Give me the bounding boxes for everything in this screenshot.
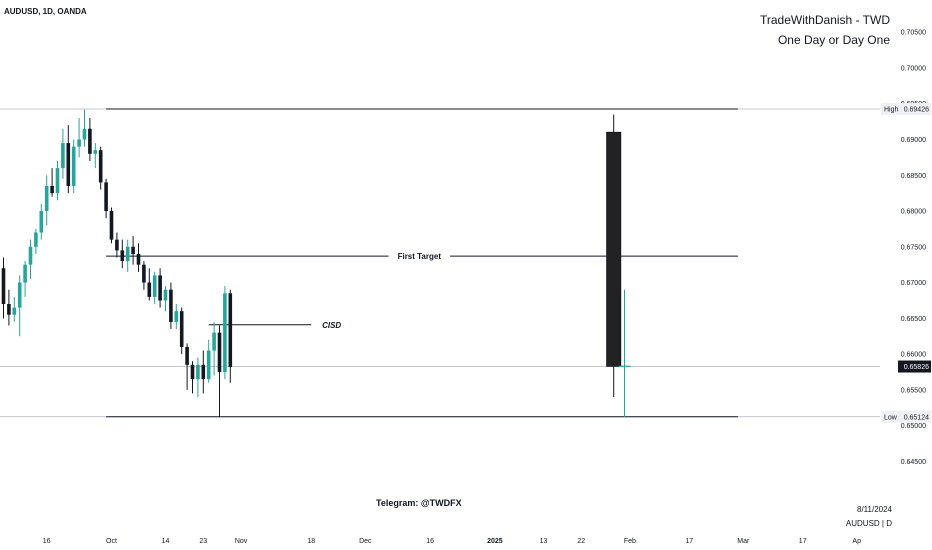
candle-body [39,211,44,233]
y-tick-label: 0.65500 [901,387,926,394]
candle-body [185,346,189,365]
y-tick-label: 0.66500 [901,316,926,323]
candle-body [223,293,227,372]
candle-body [179,311,184,347]
x-tick-label: 23 [199,538,207,545]
candle-body [120,250,125,262]
current-price-tag [898,360,931,373]
projection-body-0 [606,131,622,367]
candle-body [28,246,33,265]
candle-body [147,282,152,297]
candle-body [142,264,146,283]
candle-body [50,185,54,194]
price-tag-prefix: Low [884,414,898,421]
y-tick-label: 0.68500 [901,173,926,180]
candle-body [136,253,141,265]
candle-body [217,332,222,372]
y-tick-label: 0.65000 [901,423,926,430]
candle-body [174,311,179,322]
current-price-value: 0.65826 [904,364,929,371]
annotation-cisd: CISD [322,321,341,330]
candle-body [55,168,60,194]
candle-body [163,289,168,301]
y-tick-label: 0.70500 [901,30,926,37]
x-tick-label: Ap [852,538,861,545]
x-tick-label: Dec [359,538,372,545]
candle-body [71,146,76,186]
candle-body [88,128,92,154]
candle-body [12,307,17,315]
candle-body [66,143,71,186]
x-tick-label: 17 [799,538,807,545]
price-tag-high [881,103,931,116]
candle-body [1,268,6,305]
candle-body [109,211,114,240]
candle-body [152,275,157,297]
candle-body [98,150,103,183]
candle-body [228,293,233,367]
x-tick-label: Mar [737,538,750,545]
candle-body [23,264,27,283]
candle-body [125,246,130,262]
x-tick-label: 18 [307,538,315,545]
annotation-first-target: First Target [398,252,442,261]
telegram-label: Telegram: @TWDFX [376,498,462,508]
candle-body [17,282,22,308]
candle-body [158,275,162,301]
x-tick-label: 16 [43,538,51,545]
brand-block: TradeWithDanish - TWD One Day or Day One [760,10,890,50]
candle-body [61,143,65,169]
brand-subtitle: One Day or Day One [777,33,890,47]
candle-body [115,239,119,251]
candle-body [93,150,98,154]
price-tag-value: 0.69426 [904,107,929,114]
candle-body [196,364,200,380]
y-tick-label: 0.70000 [901,65,926,72]
y-tick-label: 0.68000 [901,209,926,216]
date-label: 8/11/2024 [857,505,892,514]
y-tick-label: 0.67000 [901,280,926,287]
x-tick-label: 14 [162,538,170,545]
x-tick-label: Nov [235,538,248,545]
x-tick-label: 17 [685,538,693,545]
candle-body [104,182,108,212]
annotation-bg [388,251,451,262]
candle-body [190,364,195,380]
y-tick-label: 0.67500 [901,244,926,251]
x-tick-label: 2025 [487,538,503,545]
x-tick-label: 22 [577,538,585,545]
candle-body [131,246,135,254]
price-tag-prefix: High [884,107,899,114]
candle-body [7,304,11,315]
candle-body [34,232,38,247]
candle-body [44,185,49,212]
candles-group [1,109,233,418]
x-tick-label: Oct [106,538,117,545]
x-tick-label: 16 [426,538,434,545]
x-tick-label: 13 [540,538,548,545]
y-tick-label: 0.69000 [901,137,926,144]
candle-body [169,289,173,322]
price-tag-value: 0.65124 [904,414,929,421]
candle-body [82,128,87,140]
x-tick-label: Feb [624,538,636,545]
candle-body [77,139,81,147]
candle-body [201,364,206,380]
candle-body [212,332,216,351]
price-tag-low [881,410,931,423]
y-tick-label: 0.66000 [901,352,926,359]
symbol-short-label: AUDUSD | D [845,519,892,528]
candle-body [206,350,211,380]
brand-title: TradeWithDanish - TWD [759,13,890,27]
symbol-label: AUDUSD, 1D, OANDA [4,7,87,16]
date-box: 8/11/2024 AUDUSD | D [846,503,892,531]
y-tick-label: 0.64500 [901,459,926,466]
